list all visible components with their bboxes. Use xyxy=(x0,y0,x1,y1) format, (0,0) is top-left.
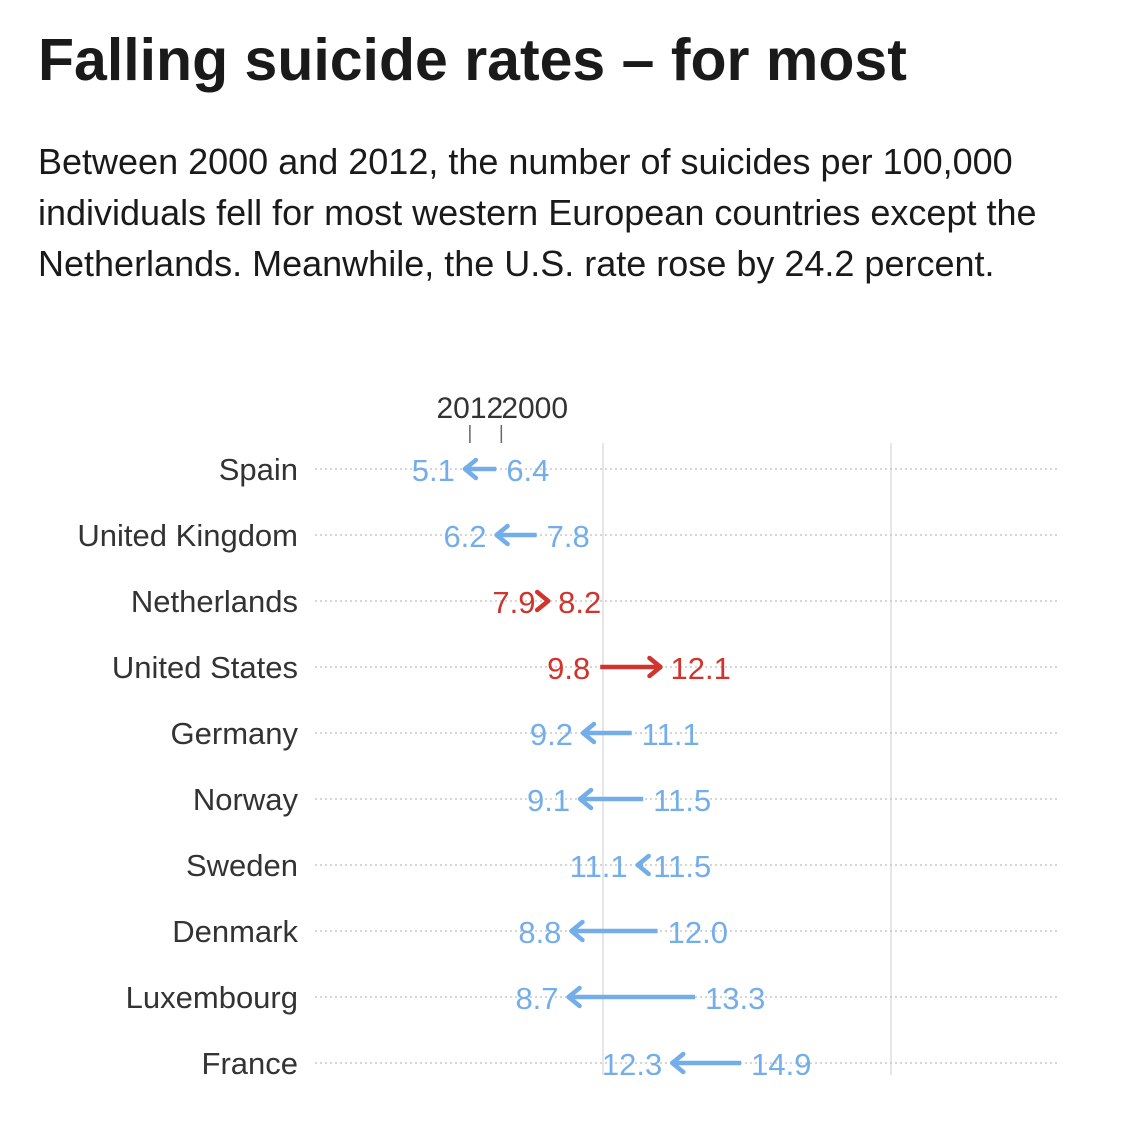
arrow-head xyxy=(647,655,663,679)
value-label-right: 7.8 xyxy=(547,519,590,554)
value-label-right: 11.1 xyxy=(642,717,700,752)
country-label: Sweden xyxy=(186,848,298,883)
arrow-head xyxy=(462,457,479,481)
value-label-right: 13.3 xyxy=(705,981,765,1016)
arrow-head xyxy=(569,919,585,943)
arrow-head xyxy=(635,853,651,877)
legend-start-label: 2000 xyxy=(501,392,568,425)
value-label-left: 8.8 xyxy=(518,915,561,950)
country-label: Germany xyxy=(171,716,299,751)
arrow-head xyxy=(669,1051,686,1075)
value-label-right: 11.5 xyxy=(653,849,711,884)
value-label-left: 7.9 xyxy=(492,585,535,620)
legend-end-label: 2012 xyxy=(437,392,504,425)
value-label-right: 6.4 xyxy=(506,453,549,488)
chart-subtitle: Between 2000 and 2012, the number of sui… xyxy=(38,141,1037,284)
country-label: United States xyxy=(112,650,298,685)
value-label-left: 9.8 xyxy=(547,651,590,686)
value-label-left: 8.7 xyxy=(515,981,558,1016)
value-label-right: 12.1 xyxy=(670,651,730,686)
arrow-head xyxy=(577,787,594,811)
arrow-head xyxy=(534,589,551,613)
country-label: Netherlands xyxy=(131,584,298,619)
value-label-left: 9.1 xyxy=(527,783,570,818)
value-label-left: 11.1 xyxy=(570,849,628,884)
value-label-right: 14.9 xyxy=(751,1047,811,1082)
arrow-head xyxy=(494,523,510,547)
value-label-right: 12.0 xyxy=(668,915,728,950)
value-label-left: 5.1 xyxy=(412,453,455,488)
chart-title: Falling suicide rates – for most xyxy=(38,27,907,93)
country-label: Norway xyxy=(193,782,299,817)
arrow-head xyxy=(580,721,597,745)
value-label-left: 6.2 xyxy=(443,519,486,554)
country-label: Spain xyxy=(219,452,298,487)
value-label-right: 11.5 xyxy=(653,783,711,818)
country-label: Luxembourg xyxy=(126,980,298,1015)
value-label-left: 9.2 xyxy=(530,717,573,752)
arrow-chart: Spain 5.1 6.4 United Kingdom 6.2 7.8 Netherlan… xyxy=(77,392,1060,1082)
country-label: United Kingdom xyxy=(77,518,298,553)
value-label-left: 12.3 xyxy=(602,1047,662,1082)
country-label: Denmark xyxy=(172,914,298,949)
value-label-right: 8.2 xyxy=(558,585,601,620)
arrow-head xyxy=(566,985,582,1009)
plot-area: Spain 5.1 6.4 United Kingdom 6.2 7.8 Netherlan… xyxy=(77,443,1060,1082)
country-label: France xyxy=(202,1046,298,1081)
